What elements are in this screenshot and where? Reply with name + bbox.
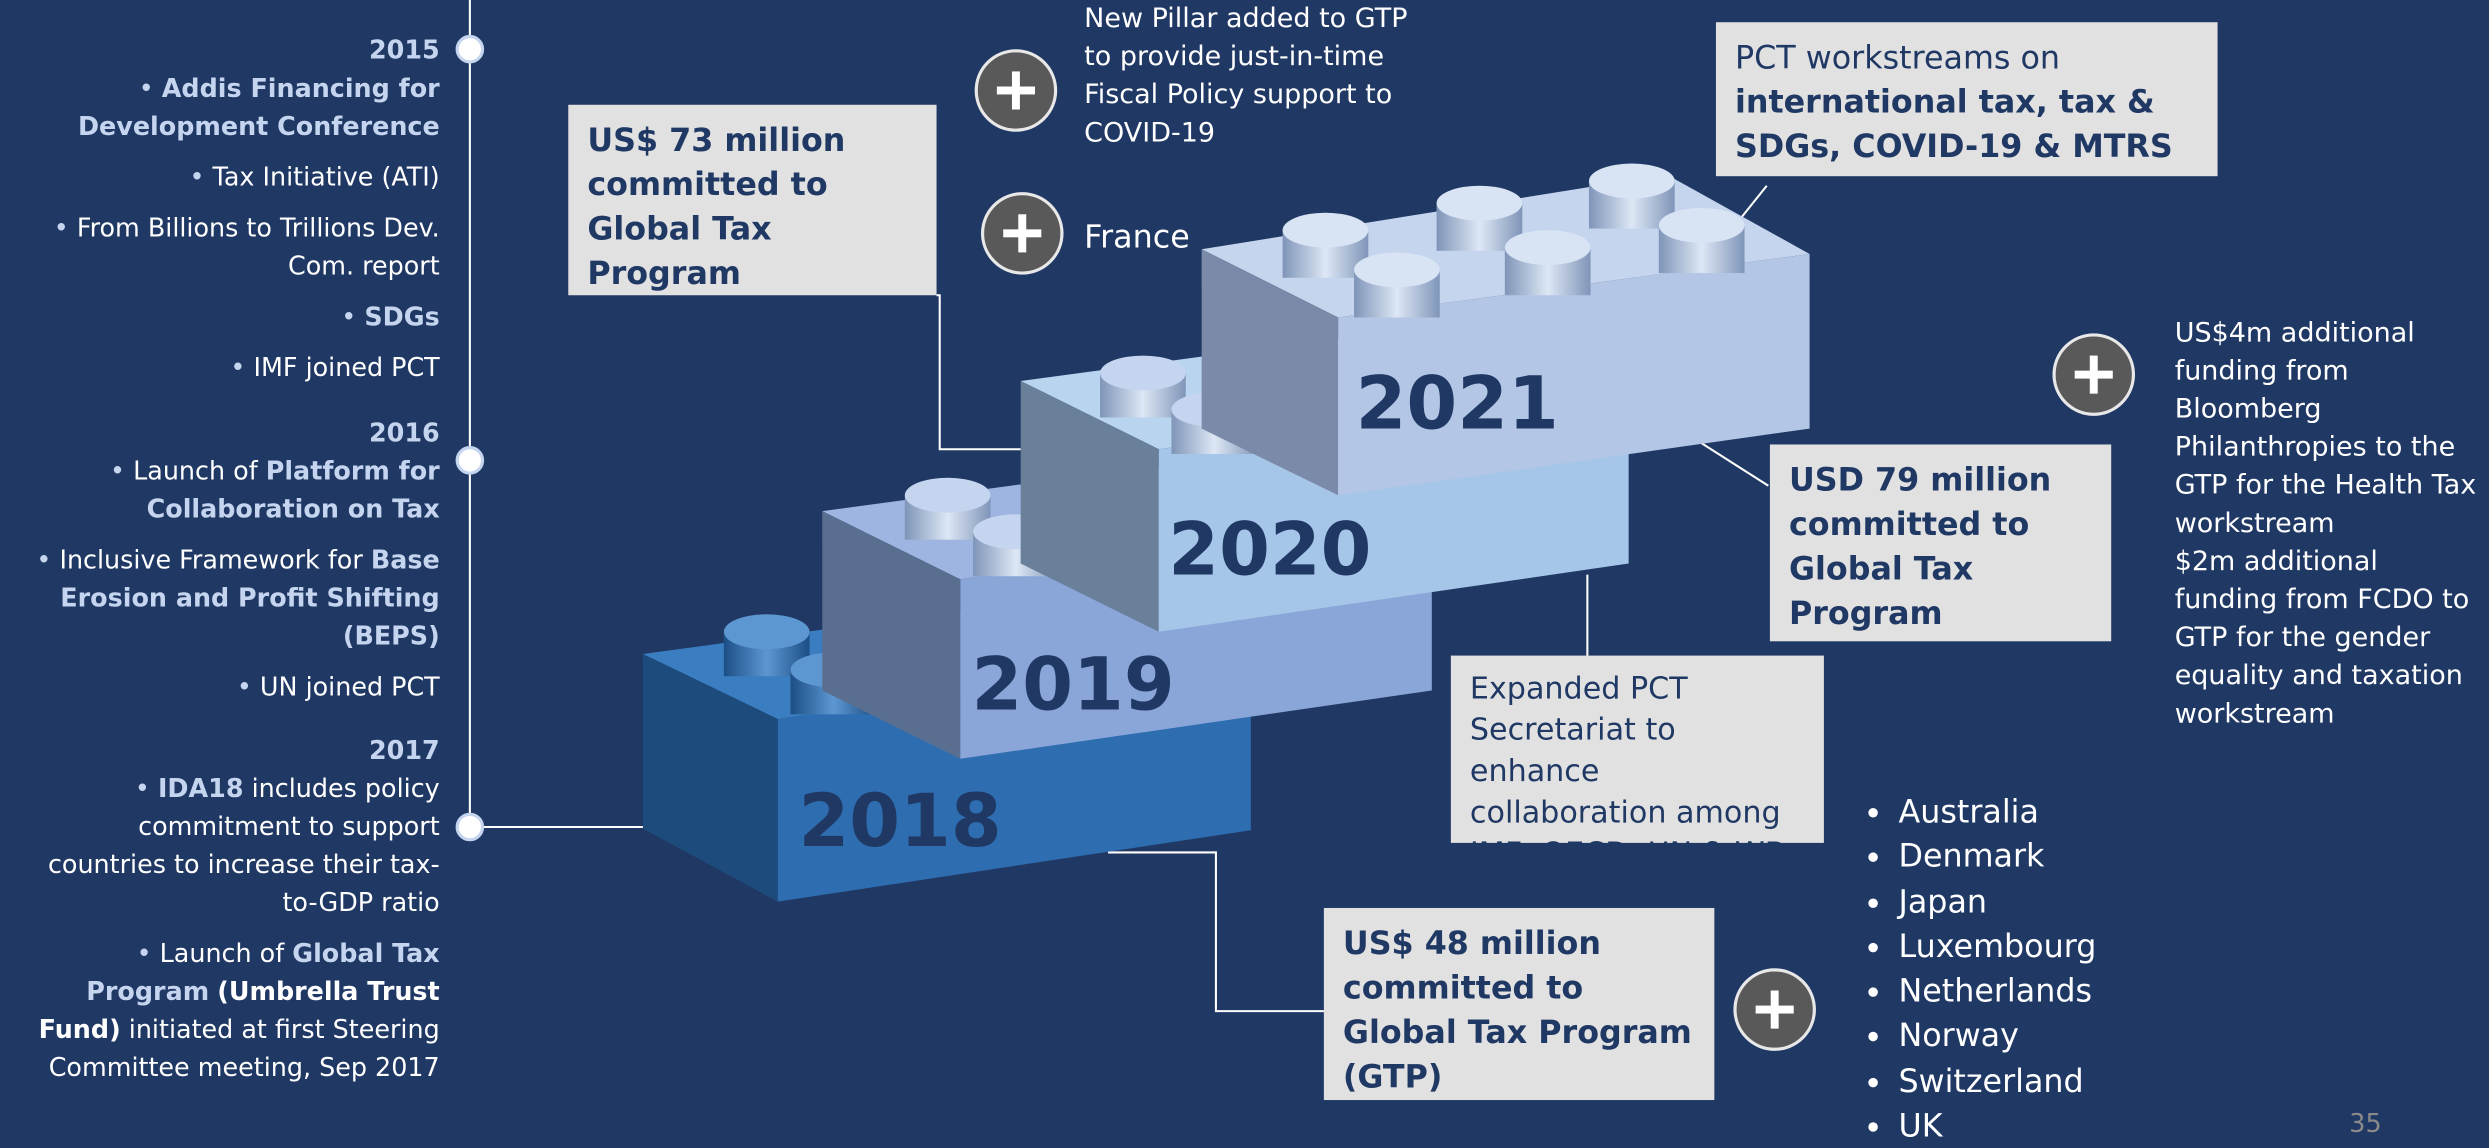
event-text: SDGs — [364, 302, 439, 332]
event: Tax Initiative (ATI) — [13, 159, 440, 197]
event-text: UN joined PCT — [260, 671, 440, 701]
donor: Luxembourg — [1898, 924, 2096, 969]
note-text: US$4m additional funding from Bloomberg … — [2175, 314, 2489, 543]
event-text: includes policy commitment to support co… — [48, 773, 440, 917]
donor: Denmark — [1898, 834, 2096, 879]
slide: 2018 2019 2020 — [0, 0, 2489, 1140]
event: From Billions to Trillions Dev. Com. rep… — [13, 210, 440, 286]
event: UN joined PCT — [13, 668, 440, 706]
brick: 2021 — [1202, 163, 1810, 495]
note: New Pillar added to GTP to provide just-… — [1084, 0, 1425, 152]
donor: Japan — [1898, 879, 2096, 924]
plus-icon — [1733, 968, 1816, 1051]
callout: US$ 73 million committed to Global Tax P… — [568, 105, 936, 295]
brick-year: 2019 — [971, 643, 1174, 728]
year: 2016 — [13, 414, 440, 452]
brick-year: 2020 — [1168, 508, 1371, 593]
date: (as of Nov 2018) — [1343, 1098, 1695, 1136]
plus-icon — [2052, 333, 2135, 416]
page-number: 35 — [2349, 1108, 2381, 1138]
event-text: IMF joined PCT — [253, 352, 439, 382]
donor: Switzerland — [1898, 1058, 2096, 1103]
event-text: IDA18 — [158, 773, 244, 803]
event-text: Tax Initiative (ATI) — [213, 162, 440, 192]
donor: UK — [1898, 1103, 2096, 1148]
event-text: Inclusive Framework for — [59, 544, 362, 574]
year: 2015 — [13, 32, 440, 70]
plus-icon — [975, 49, 1058, 132]
brick-year: 2018 — [798, 779, 1001, 864]
callout: PCT workstreams on international tax, ta… — [1716, 22, 2218, 176]
callout: US$ 48 million committed to Global Tax P… — [1324, 908, 1714, 1100]
amount: US$ 73 million committed to Global Tax P… — [587, 117, 917, 295]
year: 2017 — [13, 732, 440, 770]
event-text: Launch of — [160, 938, 285, 968]
event: IMF joined PCT — [13, 349, 440, 387]
callout-text: PCT workstreams on — [1735, 38, 2060, 76]
callout-text: international tax, tax & SDGs, COVID-19 … — [1735, 83, 2173, 166]
timeline: 2015 Addis Financing for Development Con… — [13, 32, 440, 1100]
event: Inclusive Framework for Base Erosion and… — [13, 541, 440, 655]
plus-icon — [981, 192, 1064, 275]
event-text: From Billions to Trillions Dev. Com. rep… — [77, 213, 440, 281]
event-text: Launch of — [133, 456, 258, 486]
event: IDA18 includes policy commitment to supp… — [13, 770, 440, 922]
donor: Norway — [1898, 1014, 2096, 1059]
event: Addis Financing for Development Conferen… — [13, 70, 440, 146]
donor: Netherlands — [1898, 969, 2096, 1014]
date: (as of June 2020) — [587, 295, 917, 333]
donor-list: AustraliaDenmarkJapanLuxembourgNetherlan… — [1857, 789, 2096, 1148]
amount: USD 79 million committed to Global Tax P… — [1789, 457, 2092, 635]
brick-year: 2021 — [1356, 362, 1559, 447]
donor: Australia — [1898, 789, 2096, 834]
note: US$4m additional funding from Bloomberg … — [2175, 314, 2489, 733]
event: SDGs — [13, 298, 440, 336]
note-text: $2m additional funding from FCDO to GTP … — [2175, 543, 2489, 733]
event: Launch of Platform for Collaboration on … — [13, 452, 440, 528]
callout: Expanded PCT Secretariat to enhance coll… — [1451, 656, 1824, 843]
date: (as of March 2021) — [1789, 635, 2092, 673]
callout: USD 79 million committed to Global Tax P… — [1770, 444, 2111, 641]
page: 2018 2019 2020 — [0, 0, 2489, 1140]
note: France — [1084, 217, 1190, 255]
event-text: Addis Financing for Development Conferen… — [78, 73, 440, 141]
event: Launch of Global Tax Program (Umbrella T… — [13, 935, 440, 1087]
amount: US$ 48 million committed to Global Tax P… — [1343, 921, 1695, 1099]
